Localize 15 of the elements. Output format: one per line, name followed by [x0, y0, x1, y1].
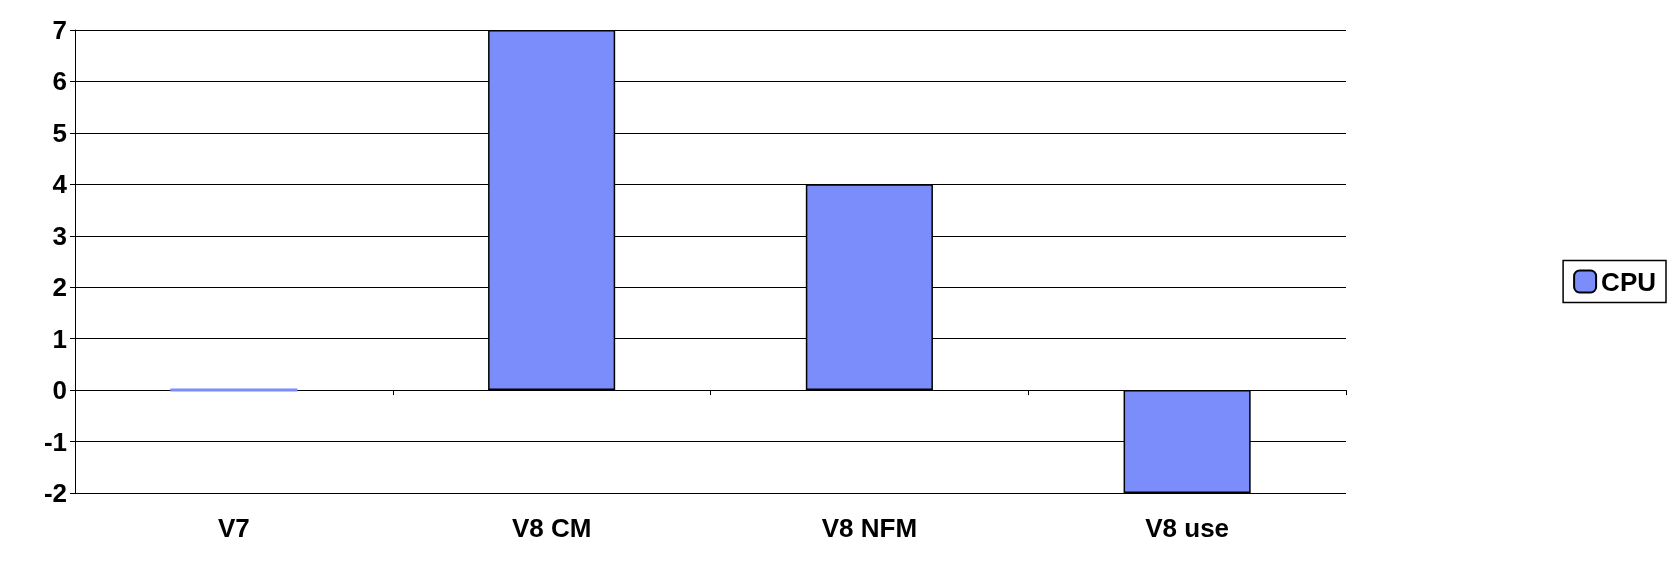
y-tick-label: 3: [52, 220, 67, 251]
x-tick-label: V7: [217, 513, 250, 543]
y-tick-label: 7: [52, 15, 67, 45]
y-tick-label: 1: [52, 323, 67, 354]
x-tick-label: V8 NFM: [821, 513, 918, 543]
y-tick-label: 5: [52, 117, 67, 148]
x-tick-label: V8 CM: [511, 513, 592, 543]
y-tick-label: -2: [43, 478, 67, 508]
y-tick-label: 2: [52, 272, 67, 303]
y-tick-label: -1: [43, 426, 67, 457]
y-tick-label: 0: [52, 375, 67, 406]
legend-label: CPU: [1601, 266, 1657, 297]
y-tick-label: 6: [52, 66, 67, 97]
x-tick-label: V8 use: [1145, 513, 1230, 543]
y-tick-label: 4: [52, 169, 68, 200]
